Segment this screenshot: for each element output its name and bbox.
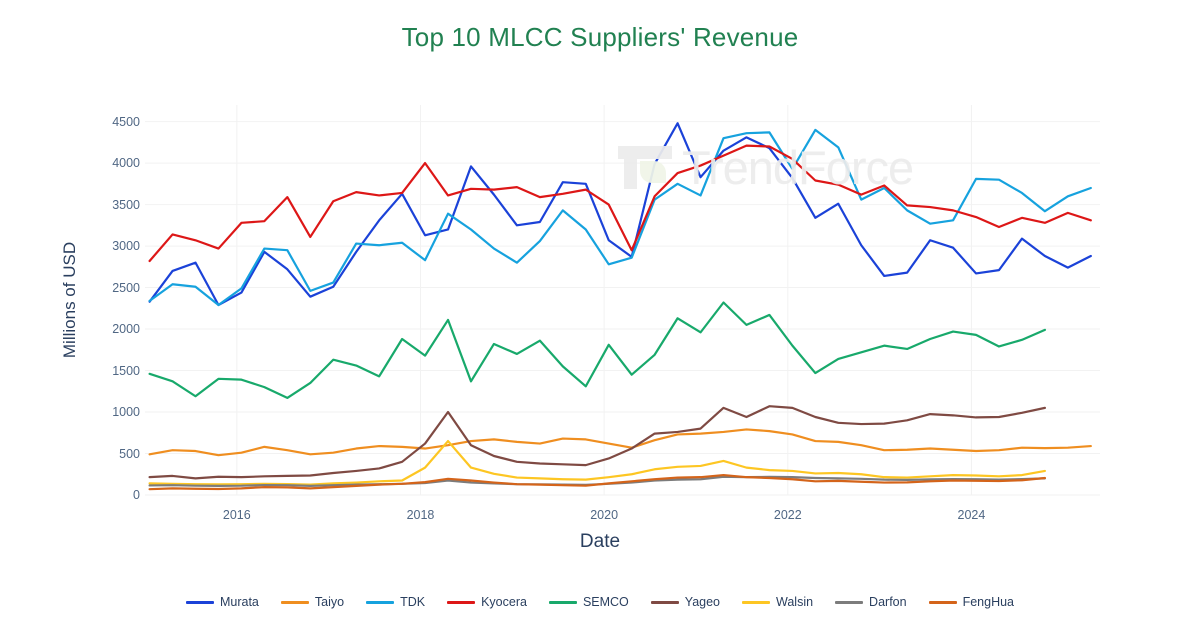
legend-item-kyocera[interactable]: Kyocera xyxy=(447,595,527,609)
y-tick-label: 3000 xyxy=(112,239,140,254)
legend-item-darfon[interactable]: Darfon xyxy=(835,595,907,609)
legend-item-walsin[interactable]: Walsin xyxy=(742,595,813,609)
legend-label: Darfon xyxy=(869,595,907,609)
legend-label: TDK xyxy=(400,595,426,609)
page-title: Top 10 MLCC Suppliers' Revenue xyxy=(401,22,799,52)
legend-swatch-icon xyxy=(280,600,309,604)
legend-item-taiyo[interactable]: Taiyo xyxy=(280,595,345,609)
legend-item-fenghua[interactable]: FengHua xyxy=(928,595,1015,609)
x-tick-label: 2018 xyxy=(406,508,435,522)
y-axis-tick-labels: 0 500 1000 1500 2000 2500 3000 3500 4000 4500 xyxy=(100,105,140,502)
legend-swatch-icon xyxy=(650,600,679,604)
legend-label: SEMCO xyxy=(582,595,629,609)
legend-swatch-icon xyxy=(447,600,476,604)
y-tick-label: 0 xyxy=(133,488,140,502)
legend-item-murata[interactable]: Murata xyxy=(185,595,259,609)
y-tick-label: 4000 xyxy=(112,156,140,171)
x-axis-tick-labels: 2016 2018 2020 2022 2024 xyxy=(145,508,1100,528)
series-line-tdk[interactable] xyxy=(148,128,1092,307)
legend-swatch-icon xyxy=(548,600,577,604)
x-axis-title: Date xyxy=(579,531,621,552)
legend-item-semco[interactable]: SEMCO xyxy=(548,595,629,609)
y-tick-label: 2500 xyxy=(112,280,140,295)
legend-label: Walsin xyxy=(776,595,814,609)
x-tick-label: 2016 xyxy=(222,508,251,522)
series-line-fenghua[interactable] xyxy=(148,473,1047,491)
y-tick-label: 500 xyxy=(119,446,140,461)
series-line-murata[interactable] xyxy=(148,122,1092,307)
y-tick-label: 3500 xyxy=(112,197,140,212)
legend-label: FengHua xyxy=(962,595,1015,609)
legend-label: Murata xyxy=(219,595,259,609)
legend-item-yageo[interactable]: Yageo xyxy=(650,595,720,609)
x-tick-label: 2024 xyxy=(957,508,986,522)
y-tick-label: 2000 xyxy=(112,322,140,337)
chart-legend: Murata Taiyo TDK Kyocera SEMCO Yageo Walsin Dar… xyxy=(0,595,1200,609)
legend-label: Yageo xyxy=(684,595,720,609)
series-line-yageo[interactable] xyxy=(148,405,1047,480)
y-tick-label: 1500 xyxy=(112,363,140,378)
legend-swatch-icon xyxy=(185,600,214,604)
plot-area xyxy=(145,105,1100,496)
legend-label: Kyocera xyxy=(481,595,527,609)
legend-swatch-icon xyxy=(366,600,395,604)
x-tick-label: 2022 xyxy=(773,508,802,522)
legend-swatch-icon xyxy=(928,600,957,604)
legend-swatch-icon xyxy=(742,600,770,604)
series-line-walsin[interactable] xyxy=(148,439,1047,486)
y-tick-label: 4500 xyxy=(112,114,140,129)
x-tick-label: 2020 xyxy=(590,508,619,522)
legend-label: Taiyo xyxy=(314,595,345,609)
legend-swatch-icon xyxy=(835,600,864,604)
y-tick-label: 1000 xyxy=(112,405,140,420)
series-line-kyocera[interactable] xyxy=(148,144,1092,263)
legend-item-tdk[interactable]: TDK xyxy=(366,595,425,609)
series-line-semco[interactable] xyxy=(148,301,1047,400)
y-axis-title: Millions of USD xyxy=(60,241,79,359)
plot-lines xyxy=(145,105,1100,496)
series-line-taiyo[interactable] xyxy=(148,428,1092,457)
